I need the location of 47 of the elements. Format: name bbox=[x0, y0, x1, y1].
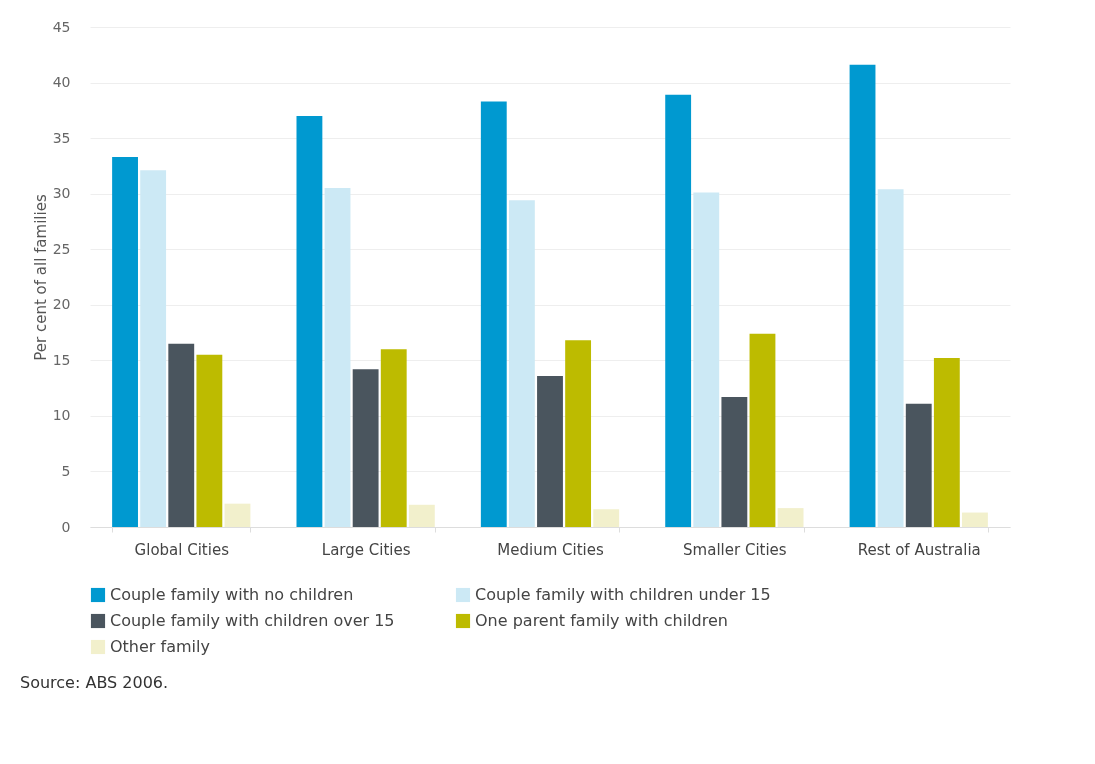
bar bbox=[508, 200, 535, 527]
y-tick-label: 25 bbox=[52, 240, 71, 257]
bar bbox=[140, 170, 167, 527]
bar bbox=[665, 94, 692, 527]
legend-label: Couple family with no children bbox=[110, 585, 354, 604]
legend-label: One parent family with children bbox=[475, 611, 728, 630]
y-tick-label: 45 bbox=[52, 18, 71, 35]
bar bbox=[537, 375, 563, 527]
y-tick-label: 40 bbox=[52, 74, 71, 91]
bar bbox=[877, 189, 904, 527]
bar bbox=[565, 340, 592, 527]
bar bbox=[905, 403, 932, 527]
source-note: Source: ABS 2006. bbox=[20, 673, 169, 692]
bar bbox=[749, 333, 776, 527]
x-tick-label: Rest of Australia bbox=[857, 540, 981, 559]
x-tick-label: Medium Cities bbox=[497, 540, 604, 559]
y-tick-label: 0 bbox=[61, 518, 71, 535]
bar bbox=[962, 512, 988, 527]
bar bbox=[296, 115, 323, 527]
bar bbox=[849, 64, 876, 527]
bar bbox=[693, 192, 720, 527]
bar bbox=[593, 509, 620, 527]
y-tick-label: 5 bbox=[61, 462, 71, 479]
bar bbox=[777, 508, 804, 527]
y-tick-label: 35 bbox=[52, 129, 71, 146]
legend-label: Couple family with children under 15 bbox=[475, 585, 771, 604]
bar bbox=[112, 157, 138, 527]
x-tick-label: Global Cities bbox=[134, 540, 230, 559]
y-tick-label: 20 bbox=[52, 296, 71, 313]
bar bbox=[380, 349, 407, 527]
bar bbox=[933, 358, 960, 527]
bar bbox=[196, 354, 223, 527]
bar bbox=[224, 503, 251, 527]
x-tick-label: Large Cities bbox=[321, 540, 411, 559]
x-tick-label: Smaller Cities bbox=[683, 540, 787, 559]
bar bbox=[168, 343, 195, 527]
y-tick-label: 30 bbox=[52, 185, 71, 202]
legend-label: Other family bbox=[110, 637, 210, 656]
y-axis-title: Per cent of all families bbox=[31, 194, 50, 361]
y-tick-label: 15 bbox=[52, 351, 71, 368]
bar bbox=[408, 504, 435, 527]
legend-label: Couple family with children over 15 bbox=[110, 611, 395, 630]
bar bbox=[324, 188, 351, 527]
bar bbox=[721, 397, 748, 527]
bar bbox=[480, 101, 507, 527]
bar bbox=[352, 369, 379, 527]
y-tick-label: 10 bbox=[52, 407, 71, 424]
